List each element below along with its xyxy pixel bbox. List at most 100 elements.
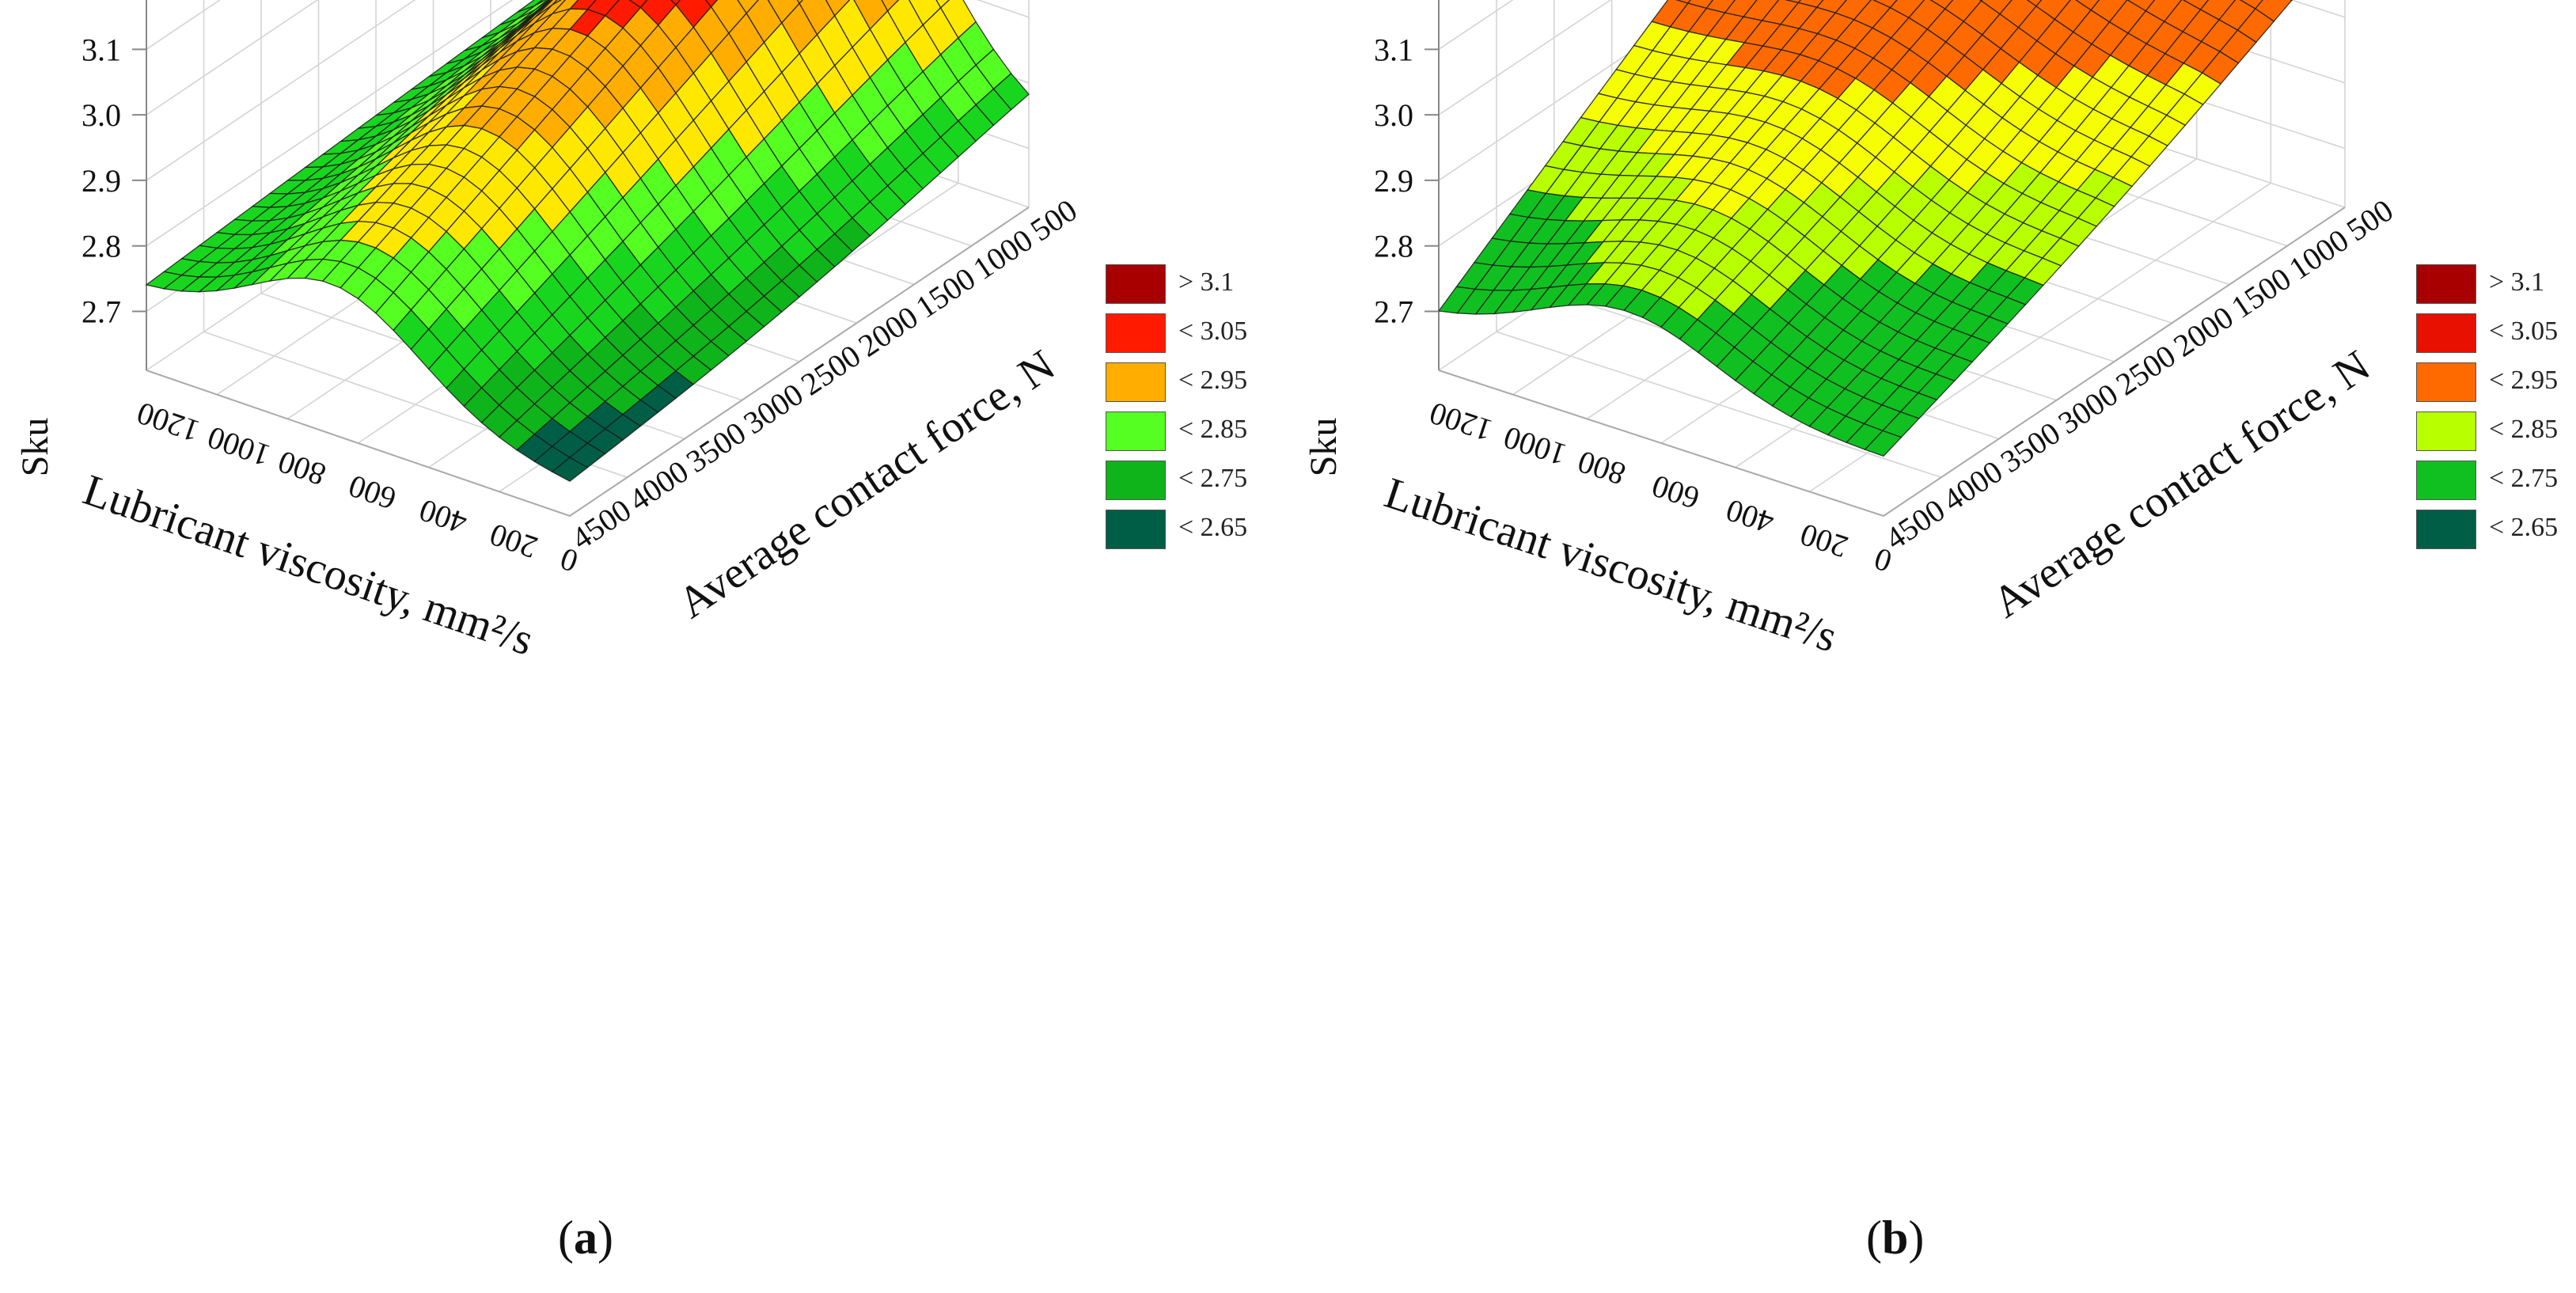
y-tick-label: 1000 — [966, 222, 1038, 286]
legend-item: < 2.95 — [1106, 358, 1296, 407]
wall-gridline — [1438, 0, 1612, 116]
legend-item: < 3.05 — [1106, 309, 1296, 358]
x-tick-label: 400 — [415, 492, 471, 541]
x-tick-label: 1000 — [203, 419, 274, 474]
legend-label: < 2.85 — [2489, 415, 2559, 444]
legend-item: < 2.75 — [2416, 456, 2576, 505]
x-tick-label: 600 — [344, 468, 400, 517]
x-tick-label: 200 — [485, 517, 541, 566]
legend-item: < 3.05 — [2416, 309, 2576, 358]
floor-edge — [146, 207, 1030, 518]
surface-mesh — [1437, 0, 2293, 457]
legend-swatch — [2416, 362, 2476, 402]
y-tick-label: 3500 — [680, 415, 752, 480]
legend-label: > 3.1 — [1178, 267, 1235, 297]
y-tick-label: 1500 — [909, 260, 981, 325]
legend-label: < 2.85 — [1178, 415, 1248, 444]
surface-cell — [1864, 430, 1903, 457]
x-tick-label: 1200 — [132, 395, 203, 449]
y-tick-label: 3000 — [2052, 376, 2125, 441]
legend-item: < 2.75 — [1106, 456, 1296, 505]
legend-item: < 2.65 — [1106, 505, 1296, 554]
legend-label: < 2.65 — [1178, 513, 1248, 542]
surface-cell — [670, 0, 681, 6]
z-tick-label: 2.8 — [1374, 229, 1413, 264]
legend-swatch — [1106, 411, 1166, 451]
x-tick-label: 600 — [1648, 468, 1704, 516]
legend-swatch — [1106, 313, 1166, 353]
legend-swatch — [2416, 411, 2476, 451]
z-tick-label: 3.1 — [82, 32, 121, 67]
y-axis-title: Average contact force, N — [1984, 341, 2379, 628]
x-axis-title: Lubricant viscosity, mm²/s — [1379, 468, 1842, 662]
y-tick-label: 2000 — [852, 299, 924, 364]
y-tick-label: 500 — [1024, 192, 1083, 248]
legend-label: > 3.1 — [2489, 267, 2545, 297]
legend-label: < 3.05 — [1178, 317, 1248, 346]
x-tick-label: 200 — [1796, 517, 1852, 565]
z-tick-label: 3.2 — [1374, 0, 1413, 2]
y-tick-label: 1000 — [2282, 222, 2355, 286]
legend-label: < 2.95 — [1178, 366, 1248, 395]
legend-swatch — [1106, 461, 1166, 500]
z-tick-label: 2.8 — [82, 229, 121, 264]
x-tick-label: 1200 — [1425, 395, 1497, 449]
surface-plot-a: 2.72.82.93.03.13.20200400600800100012005… — [14, 0, 1083, 665]
y-tick-label: 3500 — [1994, 415, 2067, 480]
axes — [146, 0, 1030, 518]
legend-b: > 3.1 < 3.05 < 2.95 < 2.85 < 2.75 < 2.65 — [2416, 260, 2576, 554]
y-axis-title: Average contact force, N — [670, 340, 1064, 628]
legend-item: > 3.1 — [2416, 260, 2576, 309]
chart-panel-a: 2.72.82.93.03.13.20200400600800100012005… — [14, 0, 1247, 1264]
x-tick-label: 800 — [274, 444, 330, 493]
z-axis-title: Sku — [1303, 418, 1345, 477]
surface-cell — [551, 457, 589, 482]
z-tick-label: 2.7 — [1374, 294, 1413, 329]
legend-item: < 2.85 — [1106, 407, 1296, 456]
legend-swatch — [1106, 510, 1166, 549]
z-tick-label: 3.0 — [82, 97, 121, 133]
legend-label: < 2.65 — [2489, 513, 2559, 542]
x-tick-label: 400 — [1721, 492, 1777, 540]
legend-label: < 2.75 — [1178, 464, 1248, 493]
y-tick-label: 3000 — [737, 376, 809, 441]
z-tick-label: 2.9 — [82, 163, 121, 199]
y-tick-label: 4000 — [1937, 453, 2009, 518]
z-tick-label: 3.1 — [1374, 32, 1413, 67]
legend-swatch — [2416, 264, 2476, 304]
y-tick-label: 2500 — [795, 337, 867, 402]
floor-gridline — [1496, 331, 1942, 479]
legend-swatch — [1106, 264, 1166, 304]
y-tick-label: 4000 — [622, 453, 694, 518]
z-tick-label: 3.2 — [82, 0, 121, 2]
legend-swatch — [2416, 461, 2476, 500]
panel-label-b: (b) — [1866, 1211, 1925, 1264]
surface-plot-b: 2.72.82.93.03.13.20200400600800100012005… — [1303, 0, 2400, 662]
wall-gridline — [1438, 0, 2346, 181]
y-tick-label: 2500 — [2109, 338, 2182, 403]
surface-cell — [2026, 0, 2043, 7]
legend-label: < 3.05 — [2489, 317, 2559, 346]
x-axis-title: Lubricant viscosity, mm²/s — [78, 465, 540, 665]
y-tick-label: 500 — [2340, 192, 2400, 248]
legend-a: > 3.1 < 3.05 < 2.95 < 2.85 < 2.75 < 2.65 — [1106, 260, 1296, 554]
axes — [1438, 0, 2346, 518]
z-tick-label: 2.9 — [1374, 163, 1413, 199]
legend-swatch — [2416, 510, 2476, 549]
surface-mesh — [145, 0, 1030, 482]
legend-swatch — [1106, 362, 1166, 402]
z-axis-title: Sku — [14, 418, 56, 477]
legend-item: > 3.1 — [1106, 260, 1296, 309]
z-tick-label: 3.0 — [1374, 97, 1413, 133]
y-tick-label: 2000 — [2167, 299, 2240, 364]
legend-swatch — [2416, 313, 2476, 353]
panel-label-a: (a) — [558, 1211, 613, 1264]
wall-gridline — [146, 0, 319, 116]
chart-panel-b: 2.72.82.93.03.13.20200400600800100012005… — [1288, 0, 2576, 1293]
legend-label: < 2.75 — [2489, 464, 2559, 493]
x-tick-label: 800 — [1573, 444, 1629, 492]
floor-edge — [1438, 207, 2346, 518]
y-tick-label: 1500 — [2225, 260, 2297, 325]
legend-item: < 2.95 — [2416, 358, 2576, 407]
legend-item: < 2.85 — [2416, 407, 2576, 456]
